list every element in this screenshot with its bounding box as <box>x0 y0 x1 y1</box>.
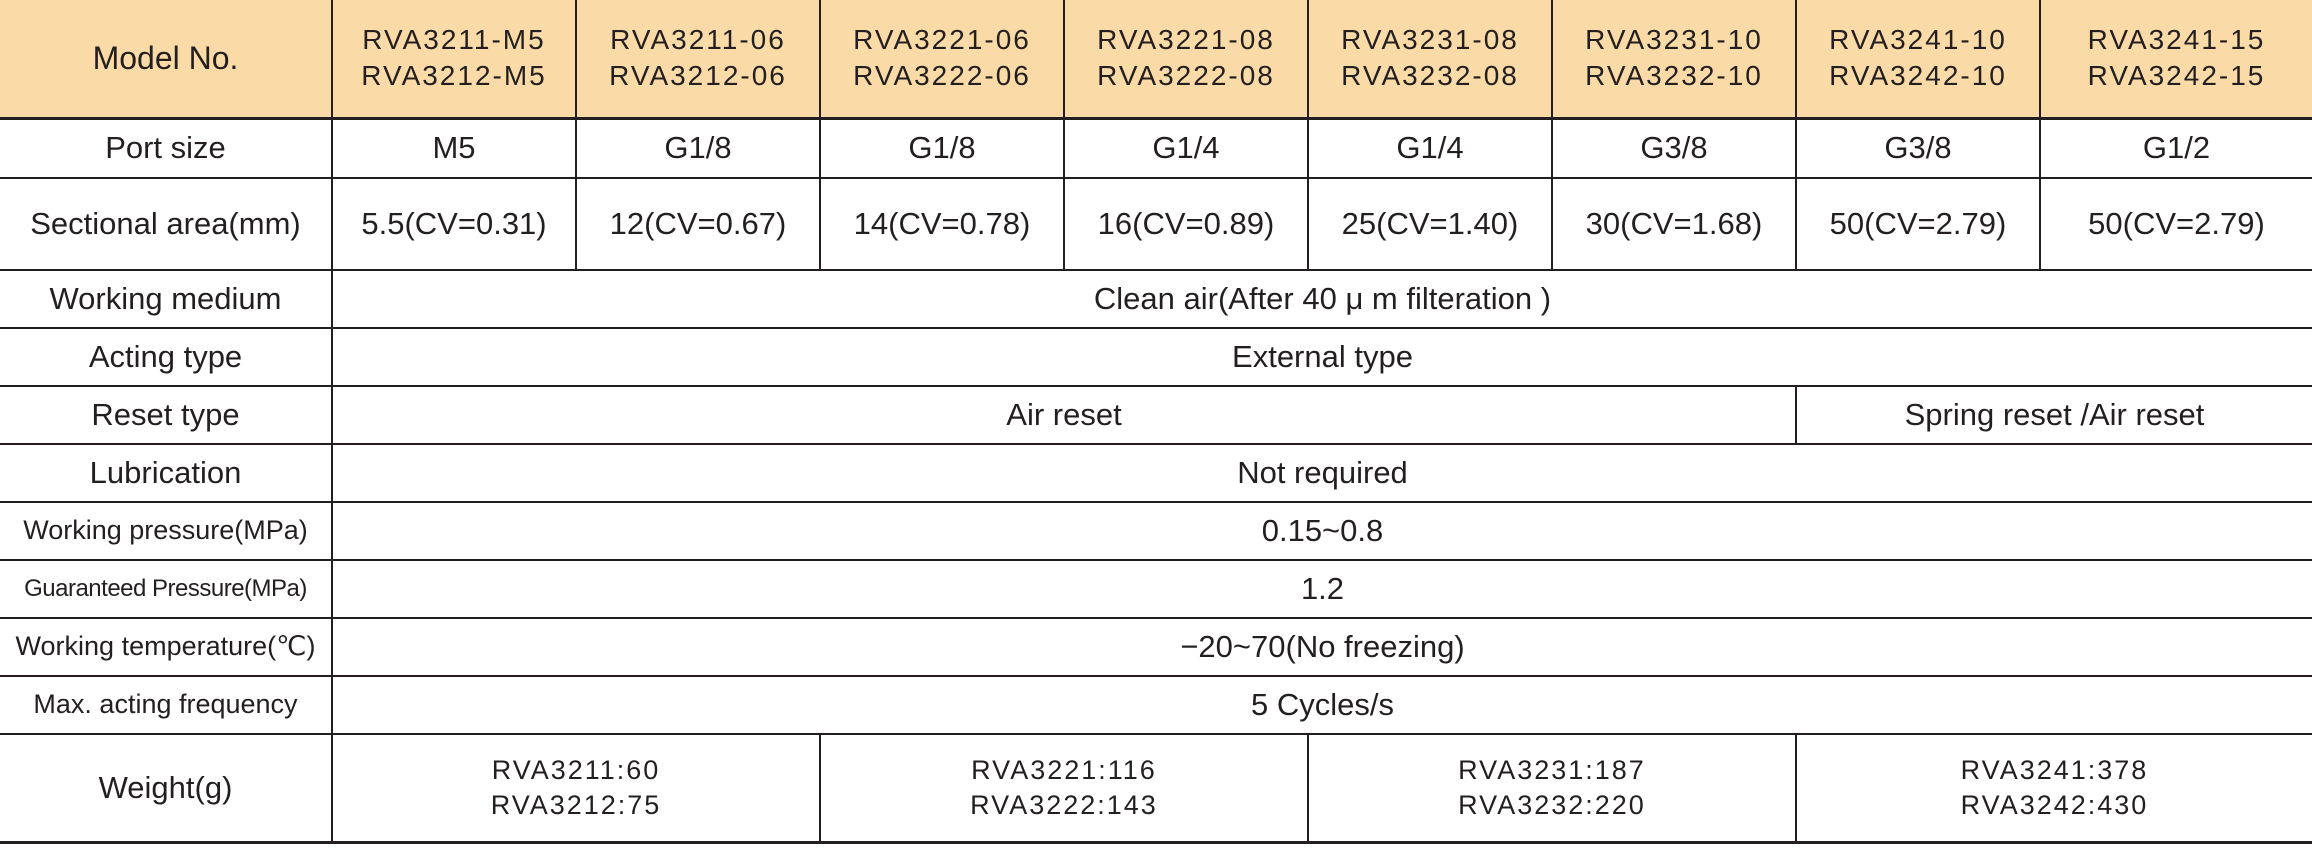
sectional-area-value: 50(CV=2.79) <box>1795 177 2041 271</box>
weight-entry: RVA3242:430 <box>1960 789 2149 820</box>
weight-entry: RVA3241:378 <box>1960 754 2149 785</box>
model-cell: RVA3211-06 RVA3212-06 <box>575 0 821 120</box>
model-code: RVA3232-08 <box>1341 60 1519 92</box>
model-code: RVA3231-08 <box>1341 23 1519 55</box>
guaranteed-pressure-label: Guaranteed Pressure(MPa) <box>0 559 333 619</box>
model-cell: RVA3231-10 RVA3232-10 <box>1551 0 1797 120</box>
guaranteed-pressure-row: Guaranteed Pressure(MPa) 1.2 <box>0 559 2312 619</box>
acting-type-value: External type <box>331 327 2312 387</box>
port-size-value: G3/8 <box>1551 117 1797 179</box>
model-code: RVA3242-10 <box>1829 60 2007 92</box>
max-frequency-row: Max. acting frequency 5 Cycles/s <box>0 675 2312 735</box>
sectional-area-label: Sectional area(mm) <box>0 177 333 271</box>
weight-group: RVA3241:378 RVA3242:430 <box>1795 733 2312 844</box>
sectional-area-value: 30(CV=1.68) <box>1551 177 1797 271</box>
weight-entry: RVA3211:60 <box>491 754 661 785</box>
port-size-value: G1/4 <box>1307 117 1553 179</box>
model-code: RVA3241-15 <box>2087 23 2266 55</box>
model-cell: RVA3241-15 RVA3242-15 <box>2039 0 2312 120</box>
reset-type-spring-value: Spring reset /Air reset <box>1795 385 2312 445</box>
weight-entry: RVA3212:75 <box>490 789 662 820</box>
sectional-area-value: 25(CV=1.40) <box>1307 177 1553 271</box>
weight-entry: RVA3222:143 <box>970 789 1158 820</box>
model-code: RVA3212-M5 <box>361 60 547 92</box>
working-pressure-label: Working pressure(MPa) <box>0 501 333 561</box>
working-temperature-label: Working temperature(℃) <box>0 617 333 677</box>
lubrication-value: Not required <box>331 443 2312 503</box>
max-frequency-label: Max. acting frequency <box>0 675 333 735</box>
port-size-value: G1/2 <box>2039 117 2312 179</box>
weight-entry: RVA3221:116 <box>971 754 1157 785</box>
port-size-label: Port size <box>0 117 333 179</box>
port-size-value: G1/4 <box>1063 117 1309 179</box>
model-code: RVA3242-15 <box>2087 60 2266 92</box>
weight-entry: RVA3232:220 <box>1458 789 1646 820</box>
lubrication-row: Lubrication Not required <box>0 443 2312 503</box>
port-size-row: Port size M5 G1/8 G1/8 G1/4 G1/4 G3/8 G3… <box>0 117 2312 179</box>
weight-group: RVA3231:187 RVA3232:220 <box>1307 733 1797 844</box>
model-code: RVA3212-06 <box>609 60 787 92</box>
sectional-area-value: 50(CV=2.79) <box>2039 177 2312 271</box>
model-cell: RVA3241-10 RVA3242-10 <box>1795 0 2041 120</box>
port-size-value: G1/8 <box>575 117 821 179</box>
model-code: RVA3232-10 <box>1585 60 1763 92</box>
sectional-area-value: 16(CV=0.89) <box>1063 177 1309 271</box>
model-cell: RVA3231-08 RVA3232-08 <box>1307 0 1553 120</box>
model-header-row: Model No. RVA3211-M5 RVA3212-M5 RVA3211-0… <box>0 0 2312 120</box>
working-pressure-row: Working pressure(MPa) 0.15~0.8 <box>0 501 2312 561</box>
model-cell: RVA3221-06 RVA3222-06 <box>819 0 1065 120</box>
weight-row: Weight(g) RVA3211:60 RVA3212:75 RVA3221:1… <box>0 733 2312 844</box>
weight-group: RVA3221:116 RVA3222:143 <box>819 733 1309 844</box>
model-code: RVA3221-06 <box>853 23 1031 55</box>
weight-group: RVA3211:60 RVA3212:75 <box>331 733 821 844</box>
port-size-value: G1/8 <box>819 117 1065 179</box>
model-cell: RVA3221-08 RVA3222-08 <box>1063 0 1309 120</box>
reset-type-label: Reset type <box>0 385 333 445</box>
working-temperature-value: −20~70(No freezing) <box>331 617 2312 677</box>
reset-type-row: Reset type Air reset Spring reset /Air r… <box>0 385 2312 445</box>
weight-entry: RVA3231:187 <box>1458 754 1646 785</box>
sectional-area-value: 5.5(CV=0.31) <box>331 177 577 271</box>
working-temperature-row: Working temperature(℃) −20~70(No freezin… <box>0 617 2312 677</box>
working-medium-label: Working medium <box>0 269 333 329</box>
model-code: RVA3222-06 <box>853 60 1031 92</box>
reset-type-air-value: Air reset <box>331 385 1797 445</box>
working-pressure-value: 0.15~0.8 <box>331 501 2312 561</box>
model-code: RVA3221-08 <box>1097 23 1275 55</box>
acting-type-row: Acting type External type <box>0 327 2312 387</box>
model-cell: RVA3211-M5 RVA3212-M5 <box>331 0 577 120</box>
model-code: RVA3222-08 <box>1097 60 1275 92</box>
port-size-value: G3/8 <box>1795 117 2041 179</box>
max-frequency-value: 5 Cycles/s <box>331 675 2312 735</box>
acting-type-label: Acting type <box>0 327 333 387</box>
model-code: RVA3211-06 <box>610 23 786 55</box>
guaranteed-pressure-value: 1.2 <box>331 559 2312 619</box>
lubrication-label: Lubrication <box>0 443 333 503</box>
port-size-value: M5 <box>331 117 577 179</box>
model-code: RVA3241-10 <box>1829 23 2007 55</box>
sectional-area-value: 12(CV=0.67) <box>575 177 821 271</box>
model-code: RVA3211-M5 <box>362 23 546 55</box>
working-medium-row: Working medium Clean air(After 40 μ m fi… <box>0 269 2312 329</box>
weight-label: Weight(g) <box>0 733 333 844</box>
sectional-area-row: Sectional area(mm) 5.5(CV=0.31) 12(CV=0.… <box>0 177 2312 271</box>
model-code: RVA3231-10 <box>1585 23 1763 55</box>
sectional-area-value: 14(CV=0.78) <box>819 177 1065 271</box>
model-no-label: Model No. <box>0 0 333 120</box>
working-medium-value: Clean air(After 40 μ m filteration ) <box>331 269 2312 329</box>
